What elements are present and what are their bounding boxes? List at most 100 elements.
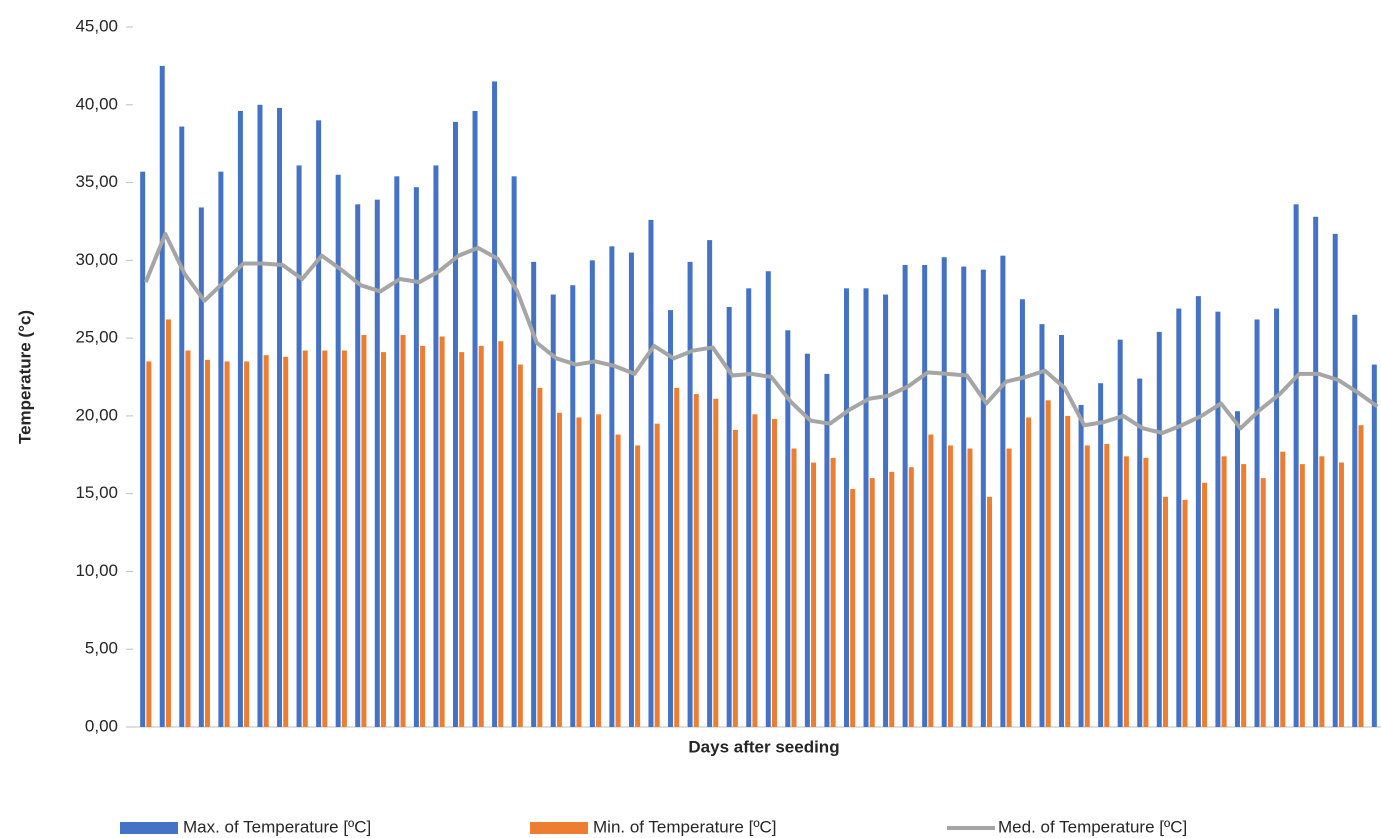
bar xyxy=(1234,411,1240,727)
bar xyxy=(922,265,928,727)
bar xyxy=(771,419,777,727)
bar xyxy=(1026,417,1032,727)
bar xyxy=(902,265,908,727)
bar xyxy=(335,174,341,727)
bar xyxy=(1006,448,1012,727)
bar xyxy=(1313,216,1319,727)
bar xyxy=(987,496,993,727)
bar xyxy=(1274,308,1280,727)
bar xyxy=(498,341,504,727)
bar xyxy=(374,199,380,727)
bar xyxy=(316,120,322,728)
bar xyxy=(811,462,817,727)
bar xyxy=(140,171,146,727)
bar xyxy=(439,336,445,727)
bar xyxy=(1221,456,1227,727)
bar xyxy=(517,364,523,727)
bar xyxy=(400,335,406,727)
bar xyxy=(941,257,947,727)
bar xyxy=(1338,462,1344,727)
bar xyxy=(1293,204,1299,728)
bar xyxy=(830,457,836,727)
legend-swatch xyxy=(120,822,178,834)
bar xyxy=(1156,331,1162,727)
bar xyxy=(322,350,328,727)
bar xyxy=(159,65,165,727)
bar xyxy=(237,111,243,727)
bar xyxy=(296,165,302,727)
bar xyxy=(1098,383,1104,727)
legend-swatch xyxy=(530,822,588,834)
bar xyxy=(459,352,465,727)
bar xyxy=(1195,296,1201,727)
line xyxy=(143,231,1379,435)
bar xyxy=(1065,415,1071,727)
bar xyxy=(1104,443,1110,727)
bar xyxy=(1241,464,1247,727)
bar xyxy=(654,423,660,727)
bar xyxy=(472,111,478,727)
bar xyxy=(570,285,576,727)
y-tick-label: 45,00 xyxy=(75,16,118,35)
bar xyxy=(341,350,347,727)
bar xyxy=(452,121,458,727)
bar xyxy=(394,176,400,728)
y-tick-label: 30,00 xyxy=(75,250,118,269)
bar xyxy=(668,310,674,727)
bar xyxy=(283,356,289,727)
bar xyxy=(791,448,797,727)
bar xyxy=(1358,425,1364,727)
bar xyxy=(824,373,830,727)
bar xyxy=(967,448,973,727)
bar xyxy=(713,398,719,727)
bar xyxy=(537,387,543,727)
bar xyxy=(843,288,849,727)
bar xyxy=(908,467,914,727)
x-axis-title: Days after seeding xyxy=(688,737,839,756)
bar xyxy=(263,355,269,727)
bar xyxy=(687,261,693,727)
bar xyxy=(165,319,171,727)
bar xyxy=(1319,456,1325,727)
bar xyxy=(961,266,967,727)
bar xyxy=(277,107,283,727)
y-tick-label: 20,00 xyxy=(75,405,118,424)
bar xyxy=(589,260,595,727)
bar xyxy=(1202,482,1208,727)
bar xyxy=(980,269,986,727)
bar xyxy=(355,204,361,728)
bar xyxy=(1059,335,1065,727)
y-tick-label: 35,00 xyxy=(75,172,118,191)
bar xyxy=(596,414,602,727)
bar xyxy=(889,471,895,727)
bar xyxy=(648,219,654,727)
bar xyxy=(883,294,889,727)
bar xyxy=(1078,405,1084,727)
bar xyxy=(1143,457,1149,727)
y-axis-title: Temperature (°c) xyxy=(15,310,34,444)
y-tick-label: 5,00 xyxy=(85,639,118,658)
bar xyxy=(1137,378,1143,727)
bar xyxy=(1084,445,1090,727)
bar xyxy=(1332,233,1338,727)
bar xyxy=(1182,499,1188,727)
bar xyxy=(257,104,263,728)
bar xyxy=(752,414,758,727)
bar xyxy=(785,330,791,727)
bar xyxy=(1260,478,1266,727)
bar xyxy=(674,387,680,727)
bar xyxy=(179,126,185,728)
bar xyxy=(1254,319,1260,727)
bar xyxy=(869,478,875,727)
bar xyxy=(863,288,869,727)
bar xyxy=(420,345,426,727)
bar xyxy=(732,429,738,727)
bar xyxy=(1280,451,1286,727)
bar xyxy=(615,434,621,727)
bar xyxy=(1215,311,1221,727)
bar xyxy=(1117,339,1123,727)
y-tick-label: 10,00 xyxy=(75,561,118,580)
bar xyxy=(947,445,953,727)
bar xyxy=(850,489,856,727)
